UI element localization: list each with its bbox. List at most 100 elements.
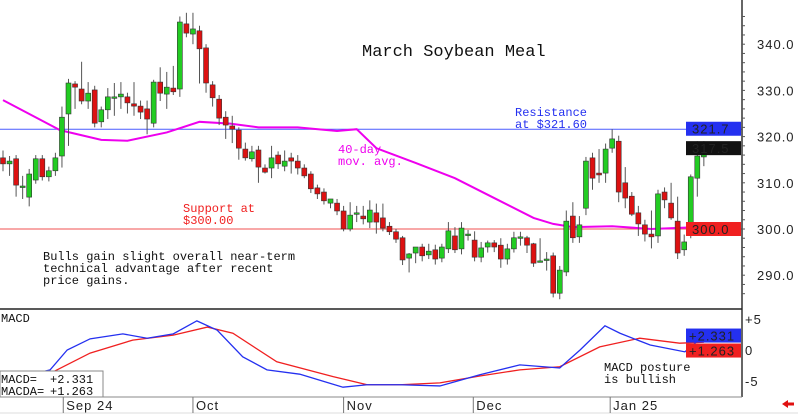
macd-tag	[686, 328, 741, 343]
macd-note: is bullish	[604, 373, 676, 387]
candle-body	[183, 23, 190, 34]
candle	[163, 71, 170, 109]
candle-body	[340, 210, 347, 230]
candle-body	[497, 244, 504, 260]
candle-body	[19, 185, 26, 188]
candle	[72, 81, 78, 109]
candle-body	[628, 195, 635, 215]
candle-body	[524, 237, 530, 246]
candle-body	[674, 220, 681, 254]
y-tick-label: 320.0	[757, 130, 795, 145]
candlesticks	[0, 12, 707, 300]
candle-body	[615, 140, 622, 193]
candle-body	[347, 214, 353, 230]
candle	[609, 129, 615, 153]
candle-body	[517, 236, 524, 239]
candle	[497, 238, 504, 268]
candle-body	[458, 227, 465, 250]
candle-body	[465, 233, 471, 236]
candle-body	[46, 170, 52, 178]
candle-body	[412, 246, 419, 254]
candle-body	[419, 246, 426, 257]
candle	[452, 227, 458, 254]
candle-body	[308, 173, 314, 190]
candle-body	[681, 241, 688, 251]
candle	[353, 205, 360, 223]
candle	[439, 243, 445, 263]
price-tag	[686, 222, 741, 236]
candle	[550, 252, 557, 298]
candle-body	[694, 155, 701, 179]
price-tag-text: 317.5	[692, 141, 730, 156]
candle-body	[589, 157, 596, 179]
candle	[543, 252, 550, 271]
date-label: Nov	[347, 398, 373, 413]
candle-body	[249, 151, 255, 160]
candle	[124, 92, 131, 114]
y-tick-label: 340.0	[757, 37, 795, 52]
candle-body	[452, 235, 458, 251]
candle	[432, 244, 439, 265]
candle-body	[65, 82, 72, 115]
candle	[511, 231, 517, 253]
candle	[458, 222, 465, 255]
candle	[399, 235, 406, 266]
candle-body	[118, 93, 124, 98]
candle	[281, 150, 288, 172]
commentary-note: Bulls gain slight overall near-term	[43, 250, 295, 264]
candle	[419, 243, 426, 262]
candle-body	[373, 212, 380, 223]
candle	[209, 81, 216, 107]
candle	[563, 210, 570, 277]
candle-body	[543, 258, 550, 261]
candle	[628, 192, 635, 217]
candle	[366, 200, 373, 229]
candle	[491, 240, 498, 253]
commentary-note: technical advantage after recent	[43, 262, 273, 276]
candle-body	[268, 157, 275, 169]
candle-body	[52, 157, 59, 172]
candle-body	[236, 129, 242, 149]
candle-body	[209, 84, 216, 99]
candle-body	[131, 103, 137, 107]
price-tag	[686, 121, 741, 136]
candle-body	[491, 242, 498, 248]
macd-tag-text: +2.331	[689, 329, 735, 344]
candle	[668, 182, 674, 220]
candle	[583, 156, 589, 216]
candle	[6, 156, 13, 176]
candle-body	[406, 253, 412, 259]
candle	[183, 12, 190, 38]
candle	[301, 164, 308, 179]
candle	[327, 198, 334, 209]
candle	[537, 238, 543, 263]
scroll-left-arrow-icon	[782, 400, 794, 408]
candle-body	[563, 220, 570, 273]
candle	[602, 143, 609, 183]
candle	[576, 216, 583, 243]
macd-note: MACD posture	[604, 361, 690, 375]
candle	[373, 203, 380, 234]
candle	[321, 188, 327, 205]
candle-body	[380, 217, 386, 229]
candle-body	[393, 231, 399, 240]
price-tag-text: 321.7	[692, 122, 730, 137]
ma40-label: 40-day	[338, 143, 381, 157]
candle	[530, 242, 537, 267]
candle-body	[602, 148, 609, 174]
candle	[478, 241, 484, 263]
candle-body	[98, 109, 105, 123]
macd-title: MACD	[1, 312, 30, 326]
candle	[596, 149, 602, 183]
candle	[648, 210, 655, 249]
candle-body	[111, 96, 118, 99]
candle-body	[648, 233, 655, 238]
candle	[288, 152, 295, 174]
candle	[59, 106, 65, 168]
price-tag-text: 300.0	[692, 222, 730, 237]
macd-y-tick-label: -5	[745, 374, 759, 389]
candle	[157, 67, 163, 102]
candle	[425, 243, 432, 260]
candle	[681, 234, 688, 256]
candle-body	[222, 116, 229, 126]
